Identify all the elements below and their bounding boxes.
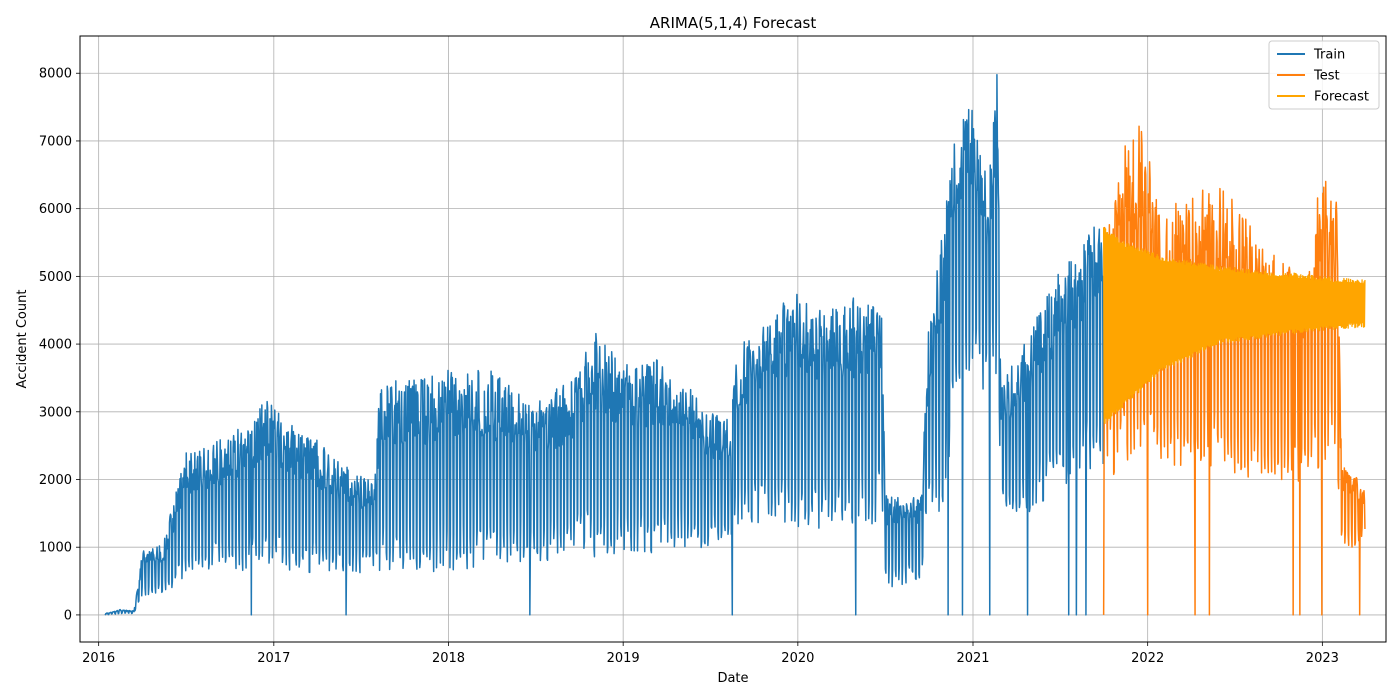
legend: Train Test Forecast xyxy=(1268,40,1380,110)
chart-title: ARIMA(5,1,4) Forecast xyxy=(650,14,817,32)
x-tick-label: 2016 xyxy=(82,651,115,666)
series-line-train xyxy=(104,74,1104,616)
x-axis-ticks: 2016 2017 2018 2019 2020 2021 2022 2023 xyxy=(82,642,1339,666)
y-tick-label: 8000 xyxy=(39,67,72,82)
x-tick-label: 2022 xyxy=(1131,651,1164,666)
x-tick-label: 2021 xyxy=(956,651,989,666)
y-tick-label: 3000 xyxy=(39,405,72,420)
y-tick-label: 0 xyxy=(64,608,72,623)
legend-label-test: Test xyxy=(1313,69,1340,84)
x-tick-label: 2019 xyxy=(607,651,640,666)
y-axis-ticks: 0 1000 2000 3000 4000 5000 6000 7000 8000 xyxy=(39,67,80,623)
y-tick-label: 4000 xyxy=(39,338,72,353)
plot-frame xyxy=(79,35,1387,643)
y-axis-title: Accident Count xyxy=(15,290,30,389)
series-line-forecast xyxy=(1103,227,1366,425)
legend-label-forecast: Forecast xyxy=(1314,90,1369,105)
y-tick-label: 5000 xyxy=(39,270,72,285)
x-tick-label: 2023 xyxy=(1306,651,1339,666)
plot-series xyxy=(104,74,1366,616)
legend-label-train: Train xyxy=(1313,48,1345,63)
x-axis-title: Date xyxy=(717,671,748,686)
series-line-test xyxy=(1102,125,1366,616)
x-tick-label: 2020 xyxy=(781,651,814,666)
y-tick-label: 2000 xyxy=(39,473,72,488)
y-tick-label: 7000 xyxy=(39,134,72,149)
x-tick-label: 2018 xyxy=(432,651,465,666)
legend-box xyxy=(1268,40,1380,110)
y-tick-label: 1000 xyxy=(39,541,72,556)
y-tick-label: 6000 xyxy=(39,202,72,217)
x-tick-label: 2017 xyxy=(257,651,290,666)
